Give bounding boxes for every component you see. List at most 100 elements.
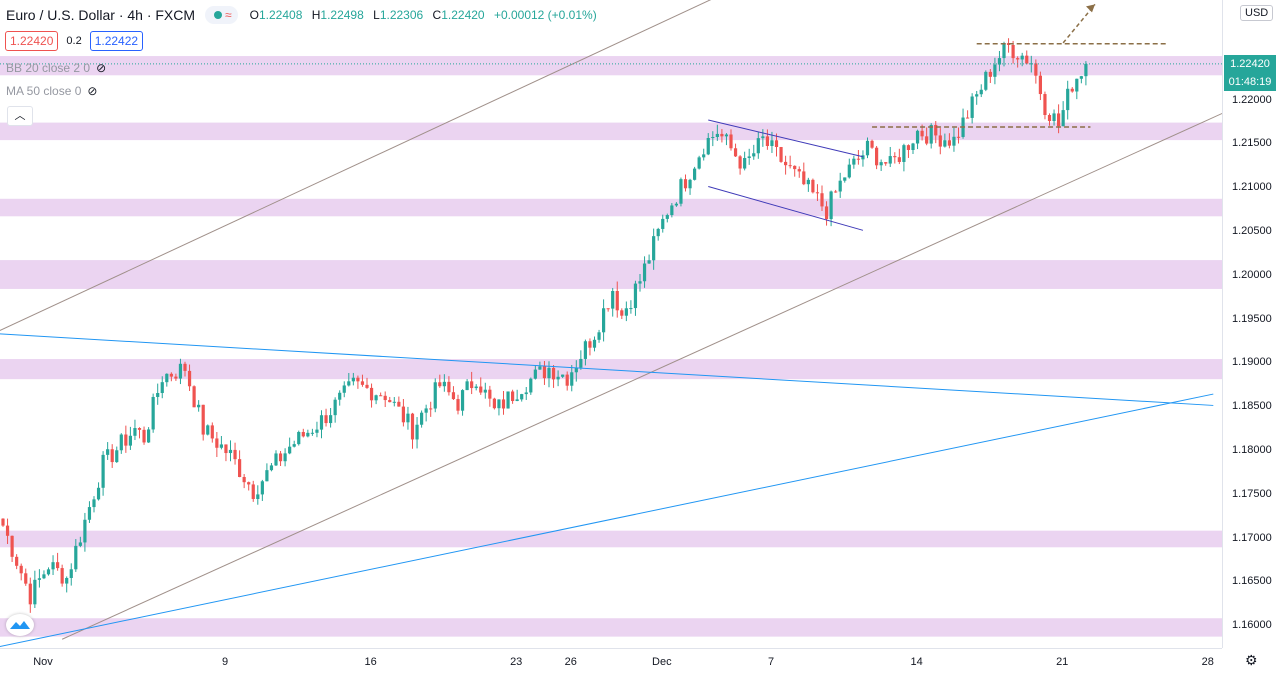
candle-body [1002, 43, 1006, 59]
candle-body [206, 425, 210, 435]
candle-body [269, 465, 274, 471]
time-tick-label: 26 [564, 656, 577, 668]
candle-body [683, 179, 688, 189]
candle-body [975, 94, 979, 97]
price-tick-label: 1.20500 [1232, 225, 1272, 238]
candle-body [215, 438, 219, 448]
candle-body [747, 156, 751, 158]
time-tick-label: 16 [364, 656, 377, 668]
candle-body [752, 153, 756, 157]
candle-body [806, 179, 810, 185]
candle-body [33, 579, 37, 605]
candle-body [315, 429, 319, 433]
candle-body [1066, 88, 1070, 111]
candle-body [460, 390, 465, 411]
candle-body [970, 96, 974, 118]
candle-body [488, 389, 492, 399]
candle-body [183, 363, 187, 371]
candle-body [274, 453, 278, 466]
ohlc-high: 1.22498 [320, 8, 364, 22]
candle-body [456, 399, 460, 411]
candle-body [379, 395, 383, 397]
candle-body [169, 373, 173, 377]
candle-body [178, 363, 183, 379]
candle-body [92, 499, 96, 508]
candle-body [802, 171, 806, 185]
candle-body [406, 413, 410, 423]
collapse-legend-button[interactable]: ︿ [7, 106, 33, 126]
candle-body [474, 386, 478, 389]
candle-body [797, 169, 801, 172]
candle-body [310, 432, 314, 434]
candle-body [1070, 88, 1074, 92]
currency-button[interactable]: USD [1240, 5, 1274, 21]
candle-body [902, 145, 906, 162]
price-tick-label: 1.17000 [1232, 531, 1272, 544]
candle-body [784, 161, 788, 166]
candle-body [729, 134, 733, 149]
candle-body [1047, 115, 1052, 122]
spread-value: 0.2 [66, 35, 82, 47]
ohlc-change: +0.00012 (+0.01%) [493, 8, 597, 22]
candle-body [247, 482, 251, 485]
candle-body [847, 164, 851, 178]
indicator-ma[interactable]: MA 50 close 0 ⊘ [6, 83, 97, 99]
sr-zone [0, 618, 1222, 637]
candle-body [811, 179, 815, 193]
candle-body [470, 381, 474, 389]
candle-body [137, 428, 142, 430]
candle-body [893, 156, 897, 158]
price-chart[interactable] [0, 0, 1222, 648]
eye-off-icon[interactable]: ⊘ [96, 61, 107, 75]
candle-body [165, 373, 169, 383]
candle-body [451, 392, 456, 400]
buy-button[interactable]: 1.22422 [89, 31, 144, 51]
candle-body [201, 404, 205, 435]
gear-icon[interactable]: ⚙ [1245, 652, 1258, 668]
sell-button[interactable]: 1.22420 [5, 31, 59, 51]
time-axis[interactable] [0, 648, 1222, 675]
candle-body [1, 518, 5, 526]
candle-body [834, 191, 838, 193]
candle-body [351, 377, 355, 382]
time-tick-label: 9 [221, 656, 229, 668]
tradingview-logo-icon[interactable] [6, 614, 34, 636]
candle-body [128, 435, 132, 446]
time-tick-label: Dec [652, 656, 672, 668]
candle-body [693, 168, 697, 180]
candle-body [824, 206, 829, 220]
candle-body [110, 449, 114, 463]
candle-body [424, 408, 428, 413]
market-status-pill[interactable]: ≈ [205, 6, 238, 24]
candle-body [506, 391, 510, 409]
candle-body [674, 203, 678, 206]
symbol-title[interactable]: Euro / U.S. Dollar · 4h · FXCM [6, 7, 196, 23]
candle-body [119, 434, 123, 451]
candle-body [906, 145, 911, 150]
price-tick-label: 1.19500 [1232, 312, 1272, 325]
candle-body [10, 535, 14, 557]
candle-body [788, 165, 792, 167]
candle-body [96, 487, 101, 500]
eye-off-icon[interactable]: ⊘ [87, 84, 98, 98]
candle-body [697, 157, 701, 169]
candle-body [265, 470, 269, 482]
candle-body [1006, 43, 1011, 45]
candle-body [597, 332, 601, 340]
candle-body [415, 424, 419, 440]
candle-body [820, 193, 824, 207]
candle-body [897, 157, 901, 162]
candle-body [338, 392, 342, 400]
candle-body [574, 367, 578, 373]
candle-body [579, 358, 583, 368]
candle-body [1025, 55, 1029, 64]
candle-body [342, 385, 346, 393]
candle-body [547, 367, 551, 379]
candle-body [46, 569, 51, 575]
sr-zone [0, 56, 1222, 76]
candle-body [374, 395, 378, 401]
price-axis[interactable] [1222, 0, 1280, 648]
candle-body [720, 133, 724, 137]
candle-body [793, 165, 797, 170]
indicator-bb[interactable]: BB 20 close 2 0 ⊘ [6, 60, 106, 76]
